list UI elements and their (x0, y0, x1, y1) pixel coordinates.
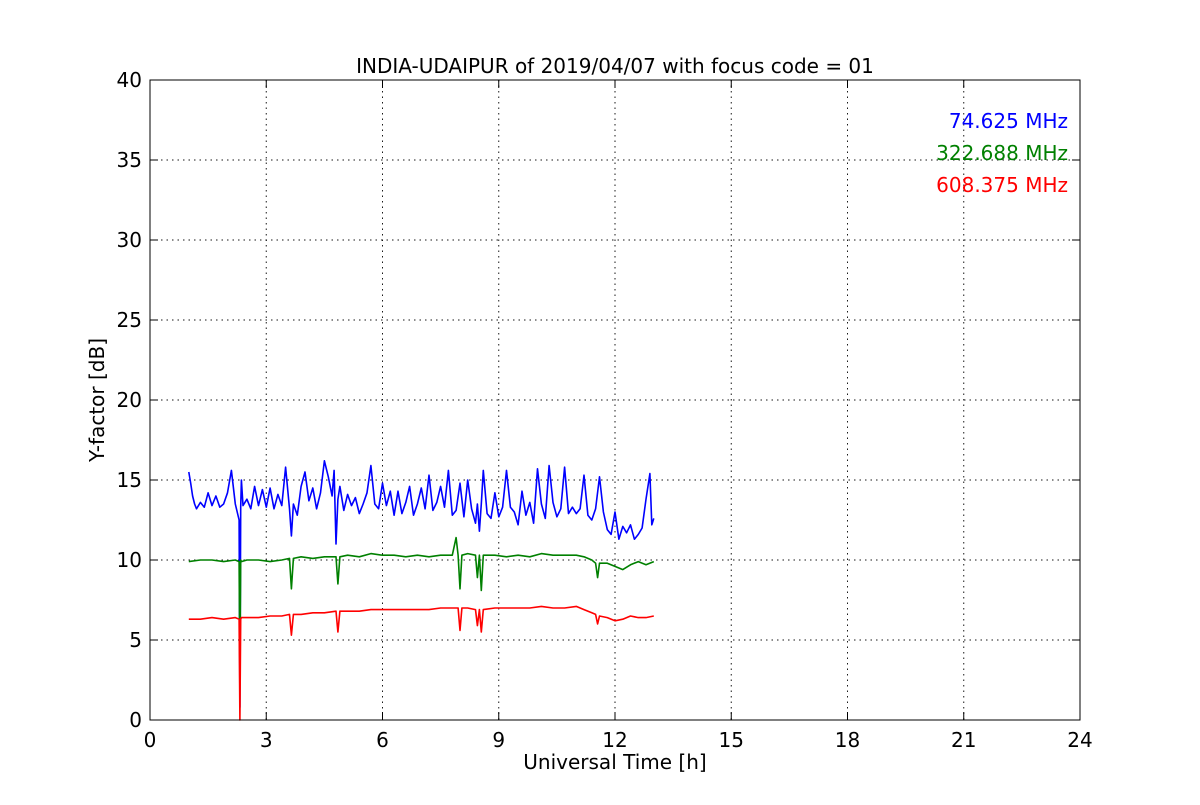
x-tick-label: 12 (602, 728, 627, 752)
y-tick-label: 0 (129, 708, 142, 732)
series-layer (188, 459, 655, 721)
x-tick-label: 9 (492, 728, 505, 752)
y-tick-label: 30 (117, 228, 142, 252)
y-tick-label: 25 (117, 308, 142, 332)
legend: 74.625 MHz 322.688 MHz 608.375 MHz (936, 109, 1068, 197)
x-tick-label: 18 (835, 728, 860, 752)
x-tick-label: 21 (951, 728, 976, 752)
y-tick-label: 10 (117, 548, 142, 572)
x-tick-label: 6 (376, 728, 389, 752)
legend-entry-2: 322.688 MHz (936, 141, 1068, 165)
y-tick-label: 40 (117, 68, 142, 92)
series-line-1 (188, 459, 655, 709)
y-tick-label: 20 (117, 388, 142, 412)
tick-layer: 0 3 6 9 12 15 18 21 24 0 5 10 15 20 25 30 35 40 (117, 68, 1093, 752)
x-tick-label: 0 (144, 728, 157, 752)
x-tick-label: 24 (1067, 728, 1092, 752)
legend-entry-1: 74.625 MHz (949, 109, 1068, 133)
y-tick-label: 5 (129, 628, 142, 652)
legend-entry-3: 608.375 MHz (936, 173, 1068, 197)
y-tick-label: 15 (117, 468, 142, 492)
y-tick-label: 35 (117, 148, 142, 172)
x-axis-label: Universal Time [h] (523, 750, 706, 774)
x-tick-label: 15 (719, 728, 744, 752)
chart-title: INDIA-UDAIPUR of 2019/04/07 with focus c… (356, 54, 874, 78)
series-line-2 (188, 536, 655, 681)
series-line-3 (188, 605, 654, 721)
x-tick-label: 3 (260, 728, 273, 752)
grid-layer (150, 80, 1080, 720)
y-axis-label: Y-factor [dB] (85, 338, 109, 463)
